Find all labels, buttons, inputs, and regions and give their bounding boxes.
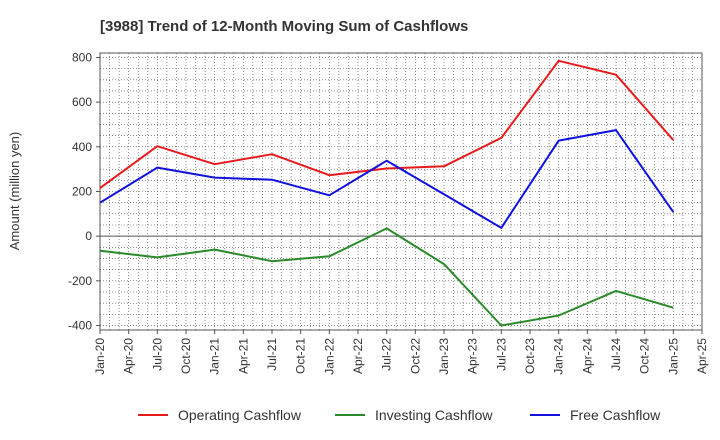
y-tick-label: 0: [85, 229, 92, 243]
grid: [100, 53, 702, 330]
y-tick-label: 400: [72, 140, 92, 154]
y-tick-label: 200: [72, 185, 92, 199]
series-lines: [99, 59, 675, 327]
series-line-investing-cashflow: [99, 227, 674, 327]
x-tick-label: Jul-24: [609, 338, 623, 371]
y-tick-label: -400: [68, 319, 92, 333]
x-tick-label: Oct-20: [179, 338, 193, 374]
x-tick-label: Jan-22: [322, 338, 336, 375]
x-tick-label: Apr-22: [351, 338, 365, 374]
y-tick-label: 800: [72, 50, 92, 64]
x-tick-label: Oct-23: [523, 338, 537, 374]
x-tick-label: Apr-21: [236, 338, 250, 374]
x-tick-label: Apr-25: [695, 338, 709, 374]
x-tick-label: Apr-20: [122, 338, 136, 374]
legend-label: Operating Cashflow: [178, 407, 302, 423]
legend: Operating Cashflow Investing Cashflow Free…: [138, 407, 661, 423]
y-axis-label: Amount (million yen): [7, 132, 22, 251]
x-tick-label: Jul-21: [265, 338, 279, 371]
x-tick-label: Jan-24: [552, 338, 566, 375]
x-tick-label: Oct-22: [408, 338, 422, 374]
x-axis: Jan-20 Apr-20 Jul-20 Oct-20 Jan-21 Apr-21 Jul-…: [93, 330, 709, 375]
y-axis: -400 -200 0 200 400 600 800: [68, 50, 100, 333]
x-tick-label: Jan-23: [437, 338, 451, 375]
y-tick-label: -200: [68, 274, 92, 288]
x-tick-label: Jul-20: [150, 338, 164, 371]
x-tick-label: Jul-22: [380, 338, 394, 371]
legend-label: Free Cashflow: [570, 407, 661, 423]
x-tick-label: Jul-23: [494, 338, 508, 371]
y-tick-label: 600: [72, 95, 92, 109]
x-tick-label: Apr-23: [466, 338, 480, 374]
x-tick-label: Jan-20: [93, 338, 107, 375]
x-tick-label: Apr-24: [580, 338, 594, 374]
legend-label: Investing Cashflow: [375, 407, 493, 423]
series-line-free-cashflow: [99, 129, 675, 229]
x-tick-label: Oct-24: [638, 338, 652, 374]
x-tick-label: Jan-25: [666, 338, 680, 375]
chart-title: [3988] Trend of 12-Month Moving Sum of C…: [100, 18, 468, 35]
series-line-operating-cashflow: [99, 59, 675, 189]
x-tick-label: Oct-21: [294, 338, 308, 374]
x-tick-label: Jan-21: [208, 338, 222, 375]
